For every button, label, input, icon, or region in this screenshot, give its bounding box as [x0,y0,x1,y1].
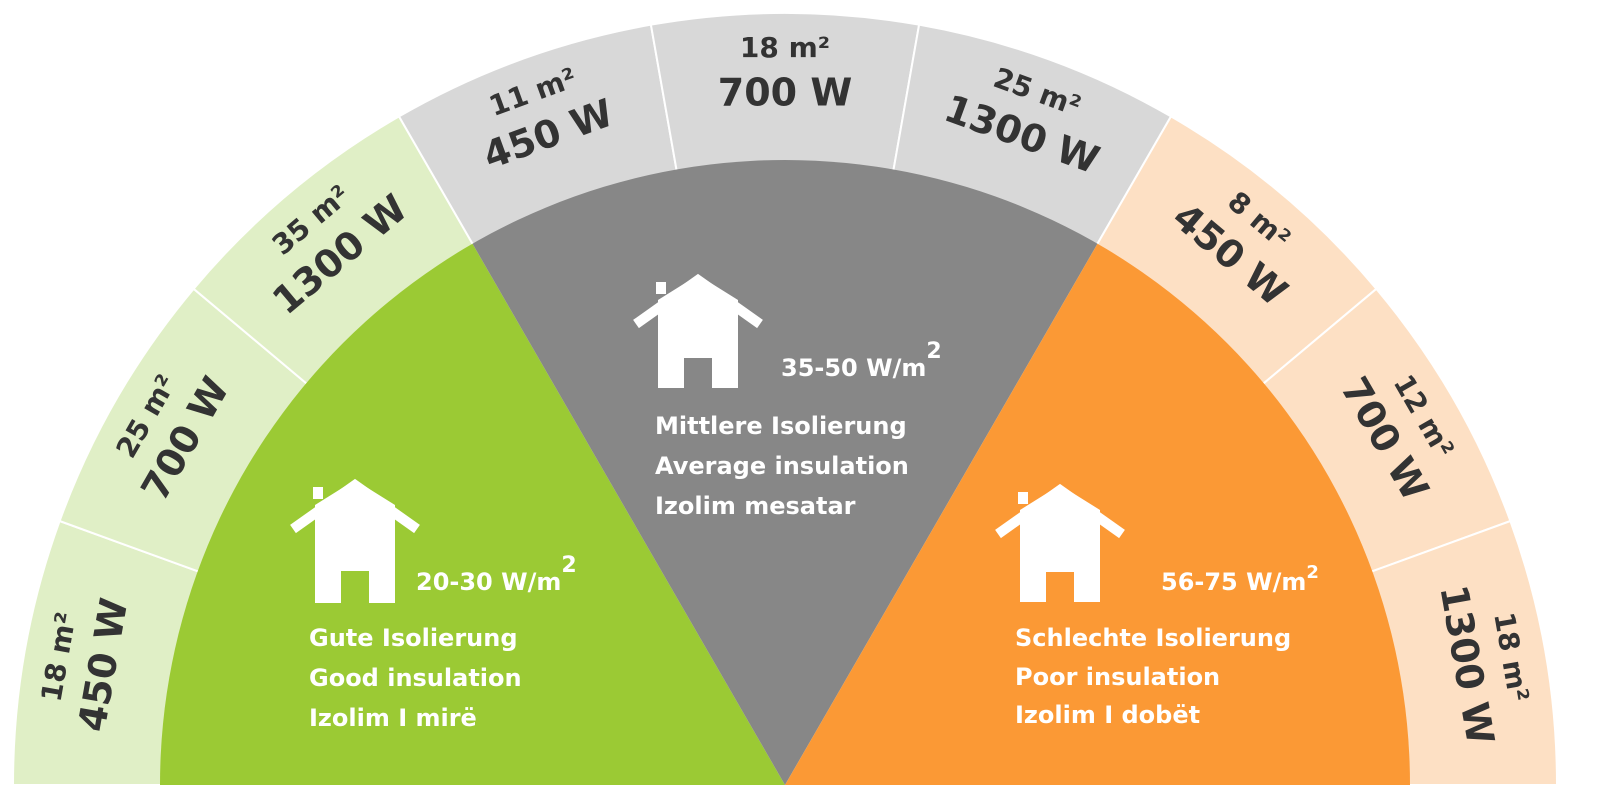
range-label: 20-30 W/m2 [416,553,577,596]
good-insulation-group: 20-30 W/m2 Gute Isolierung Good insulati… [290,478,577,732]
house-icon [290,478,420,603]
range-label: 35-50 W/m2 [781,339,942,382]
insulation-label-en: Average insulation [655,452,909,480]
insulation-label-en: Good insulation [309,664,522,692]
average-insulation-group: 35-50 W/m2 Mittlere Isolierung Average i… [633,273,942,520]
poor-wedge [785,160,1410,785]
insulation-label-sq: Izolim I mirë [309,704,477,732]
range-label: 56-75 W/m2 [1161,562,1319,596]
house-icon [995,483,1125,602]
segment-power-label: 700 W [718,71,852,115]
poor-insulation-group: 56-75 W/m2 Schlechte Isolierung Poor ins… [995,483,1319,729]
insulation-label-sq: Izolim mesatar [655,492,856,520]
insulation-label-de: Schlechte Isolierung [1015,624,1291,652]
insulation-label-sq: Izolim I dobët [1015,701,1200,729]
house-icon [633,273,763,388]
insulation-label-de: Gute Isolierung [309,624,518,652]
segment-area-label: 18 m² [740,31,830,64]
insulation-label-en: Poor insulation [1015,663,1220,691]
insulation-label-de: Mittlere Isolierung [655,412,907,440]
